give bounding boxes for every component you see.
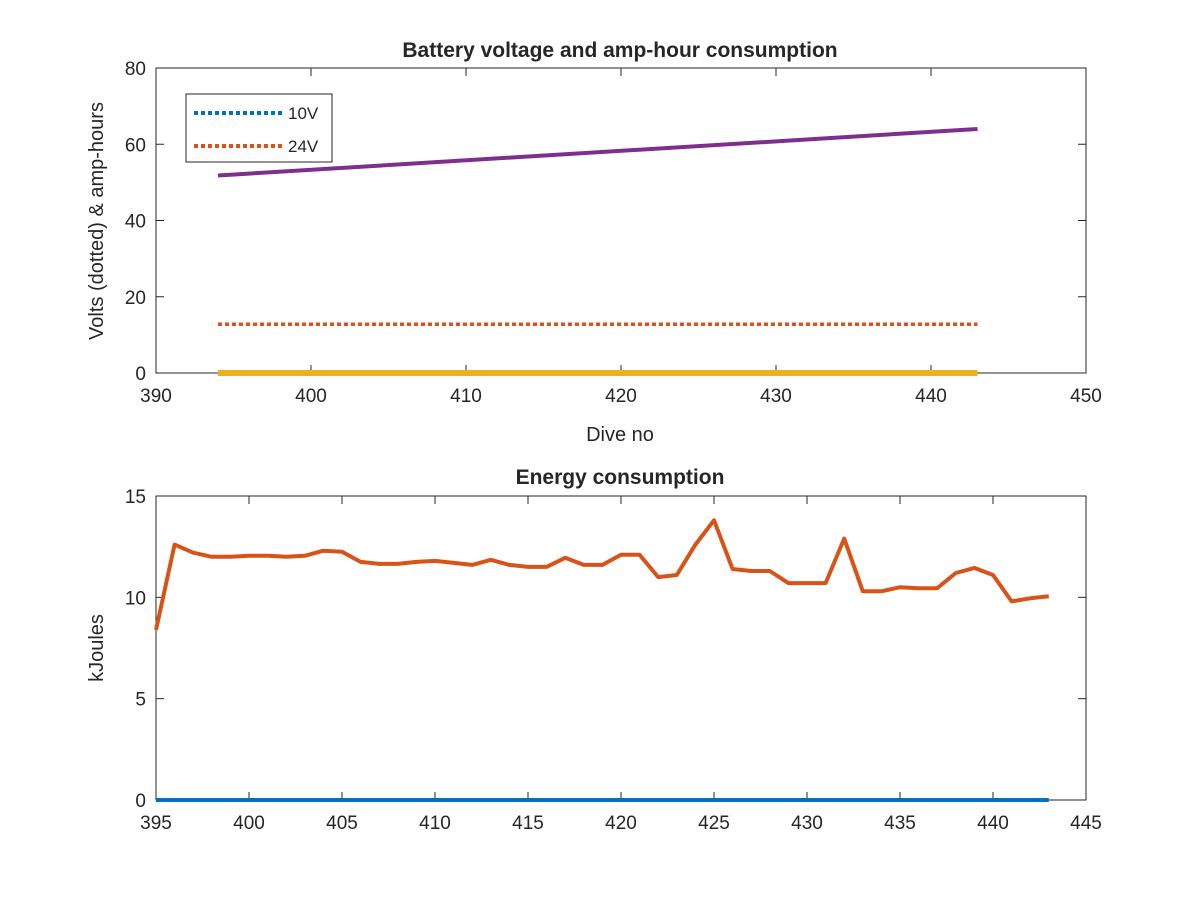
y-axis-label: kJoules <box>86 614 108 682</box>
y-tick-label: 80 <box>125 59 146 80</box>
x-axis-label: Dive no <box>586 424 654 446</box>
x-tick-label: 400 <box>295 386 327 407</box>
series-line-3 <box>217 127 978 178</box>
chart-battery: Battery voltage and amp-hour consumption… <box>86 39 1102 446</box>
x-tick-label: 425 <box>698 813 730 834</box>
x-tick-label: 450 <box>1070 386 1102 407</box>
x-tick-label: 410 <box>450 386 482 407</box>
x-tick-label: 420 <box>605 813 637 834</box>
y-tick-label: 0 <box>135 364 146 385</box>
plot-area: 395 400 405 410 415 420 425 430 435 440 445 0 5 10 15 <box>125 487 1102 834</box>
legend: 10V 24V <box>185 93 333 163</box>
x-tick-label: 420 <box>605 386 637 407</box>
x-tick-label: 395 <box>140 813 172 834</box>
x-tick-label: 430 <box>791 813 823 834</box>
y-tick-label: 20 <box>125 288 146 309</box>
chart-title: Energy consumption <box>516 466 725 489</box>
x-tick-label: 430 <box>760 386 792 407</box>
y-tick-label: 15 <box>125 487 146 508</box>
legend-label-24v: 24V <box>288 137 319 156</box>
chart-energy: Energy consumption 395 400 405 410 415 420 425… <box>86 466 1102 834</box>
axes-box <box>155 495 1087 801</box>
x-tick-label: 405 <box>326 813 358 834</box>
y-axis-label: Volts (dotted) & amp-hours <box>86 102 108 340</box>
y-tick-label: 0 <box>135 791 146 812</box>
y-tick-label: 10 <box>125 588 146 609</box>
y-tick-label: 40 <box>125 212 146 233</box>
x-tick-label: 445 <box>1070 813 1102 834</box>
x-tick-label: 410 <box>419 813 451 834</box>
series-line-1 <box>154 518 1050 631</box>
legend-box <box>185 93 333 163</box>
y-tick-label: 5 <box>135 690 146 711</box>
x-tick-label: 440 <box>915 386 947 407</box>
x-tick-label: 415 <box>512 813 544 834</box>
x-tick-label: 390 <box>140 386 172 407</box>
y-tick-label: 60 <box>125 135 146 156</box>
legend-label-10v: 10V <box>288 104 319 123</box>
chart-title: Battery voltage and amp-hour consumption <box>402 39 837 62</box>
x-tick-label: 435 <box>884 813 916 834</box>
x-tick-label: 400 <box>233 813 265 834</box>
x-tick-label: 440 <box>977 813 1009 834</box>
